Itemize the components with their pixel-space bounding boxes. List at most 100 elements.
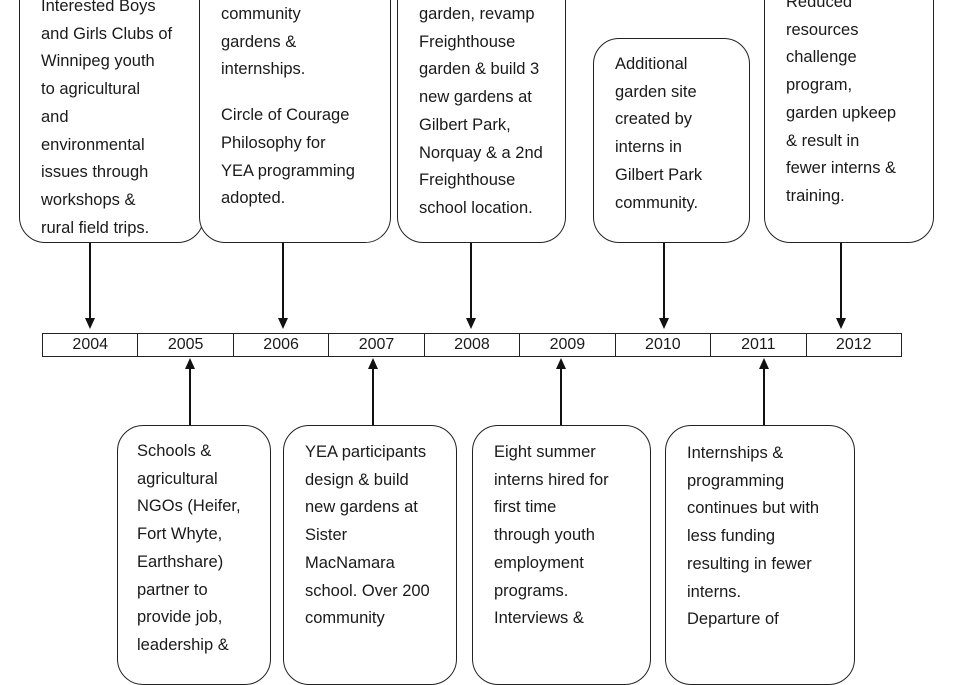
event-line: workshops & [41,190,136,209]
event-line: school location. [419,198,533,217]
arrow-2008 [470,243,472,323]
event-line: Freighthouse [419,32,516,51]
event-line: interns in [615,138,682,157]
event-line: challenge [786,48,857,67]
arrowhead-icon [368,358,378,369]
event-line: internships. [221,60,306,79]
event-line: garden, revamp [419,5,535,23]
event-paragraph: Internships & programming continues but wi… [687,440,848,634]
event-line: issues through [41,163,149,182]
event-box-2007: YEA participants design & build new garden… [283,425,457,685]
event-line: and Girls Clubs of [41,24,173,43]
event-line: rural field trips. [41,218,150,237]
event-line: Gilbert Park, [419,115,511,134]
event-line: Winnipeg youth [41,52,155,71]
event-line: programs. [494,581,569,600]
event-line: resulting in fewer [687,554,812,573]
year-cell-2009: 2009 [520,334,616,356]
event-text: Reduced resources challenge program, garden … [786,0,927,211]
event-line: Freighthouse [419,171,516,190]
event-line: garden upkeep [786,103,897,122]
event-line: garden & build 3 [419,60,540,79]
event-line: training. [786,186,845,205]
event-line: through youth [494,526,595,545]
year-cell-2005: 2005 [138,334,234,356]
event-line: provide job, [137,608,223,627]
event-line: Sister [305,526,348,545]
event-line: first time [494,498,557,517]
event-line: & result in [786,131,860,150]
event-paragraph: Eight summer interns hired for first time t… [494,439,644,633]
arrow-2012 [840,243,842,323]
event-text: Additional garden site created by interns i… [615,51,743,217]
arrow-2004 [89,243,91,323]
event-line: community [221,5,301,23]
arrow-2011 [763,366,765,425]
event-line: fewer interns & [786,159,897,178]
event-line: Eight summer [494,443,596,461]
year-cell-2012: 2012 [835,336,872,353]
event-line: Philosophy for [221,133,326,152]
event-box-2008: garden, revamp Freighthouse garden & build… [397,0,566,243]
event-paragraph: Circle of Courage Philosophy for YEA progr… [221,102,384,213]
event-line: Internships & [687,444,784,462]
event-line: resources [786,20,859,39]
event-box-2006: community gardens & internships. Circle of … [199,0,391,243]
event-line: YEA programming [221,161,355,180]
event-line: Departure of [687,610,779,629]
arrow-2009 [560,366,562,425]
event-line: Fort Whyte, [137,525,223,544]
event-text: Interested Boys and Girls Clubs of Winnipe… [41,0,197,242]
event-box-2010: Additional garden site created by interns i… [593,38,750,243]
arrowhead-icon [556,358,566,369]
arrow-2007 [372,366,374,425]
event-line: community. [615,193,699,212]
event-text: Eight summer interns hired for first time t… [494,439,644,633]
event-line: garden site [615,82,697,101]
event-line: interns hired for [494,470,609,489]
event-line: gardens & [221,32,297,51]
event-line: interns. [687,582,742,601]
event-line: Additional [615,55,688,73]
year-cell-2010: 2010 [616,334,712,356]
event-line: new gardens at [419,88,532,107]
arrowhead-icon [85,318,95,329]
event-line: YEA participants [305,443,427,461]
year-cell-2006: 2006 [234,334,330,356]
event-line: community [305,609,385,628]
event-paragraph: community gardens & internships. [221,1,384,84]
event-text: community gardens & internships. Circle of … [221,1,384,213]
event-line: to agricultural [41,80,141,99]
event-line: Norquay & a 2nd [419,143,543,162]
arrowhead-icon [759,358,769,369]
event-line: NGOs (Heifer, [137,497,241,516]
event-text: YEA participants design & build new garden… [305,439,450,633]
event-paragraph: Schools & agricultural NGOs (Heifer, Fort W… [137,438,264,660]
event-line: school. Over 200 [305,581,430,600]
event-line: environmental [41,135,145,154]
event-line: Earthshare) [137,552,224,571]
arrowhead-icon [278,318,288,329]
event-line: employment [494,553,584,572]
event-box-2012: Reduced resources challenge program, garden … [764,0,934,243]
event-line: design & build [305,470,409,489]
event-line: Gilbert Park [615,165,703,184]
year-cell-2011: 2011 [711,334,807,356]
event-box-2009: Eight summer interns hired for first time t… [472,425,651,685]
arrowhead-icon [836,318,846,329]
event-line: new gardens at [305,498,418,517]
event-line: agricultural [137,469,218,488]
event-paragraph: Additional garden site created by interns i… [615,51,743,217]
timeline-bar: 2004 2005 2006 2007 2008 2009 2010 2011 2012 [42,333,902,357]
event-paragraph: Interested Boys and Girls Clubs of Winnipe… [41,0,197,242]
event-line: Interested Boys [41,0,156,15]
event-text: Internships & programming continues but wi… [687,440,848,634]
arrow-2010 [663,243,665,323]
event-box-2005: Schools & agricultural NGOs (Heifer, Fort W… [117,425,271,685]
arrowhead-icon [185,358,195,369]
year-cell-2007: 2007 [329,334,425,356]
arrow-2006 [282,243,284,323]
arrowhead-icon [659,318,669,329]
event-box-2004: Interested Boys and Girls Clubs of Winnipe… [19,0,204,243]
event-line: Schools & [137,442,212,460]
